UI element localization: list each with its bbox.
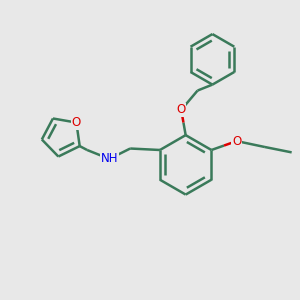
Text: NH: NH	[100, 152, 118, 165]
Text: O: O	[72, 116, 81, 129]
Text: O: O	[232, 135, 241, 148]
Text: O: O	[177, 103, 186, 116]
